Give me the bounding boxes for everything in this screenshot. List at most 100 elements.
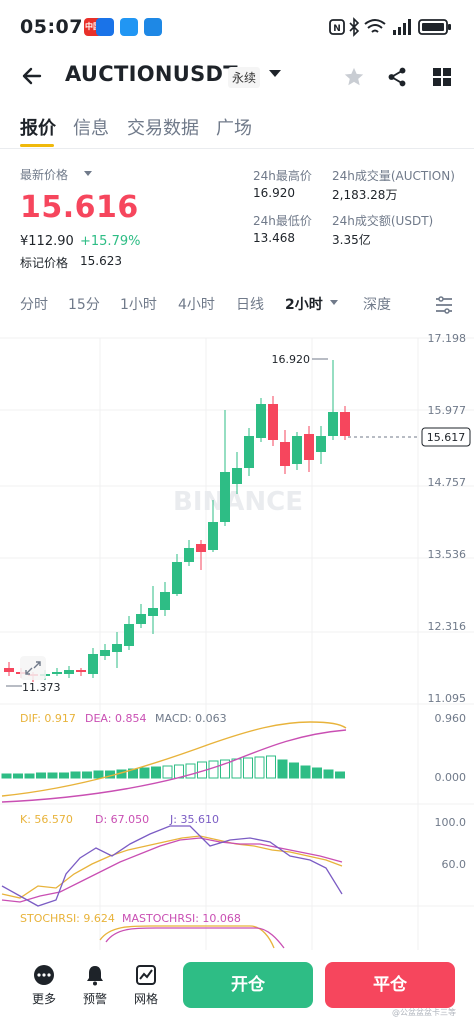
tab-square[interactable]: 广场 [216,118,252,139]
active-tab-indicator [20,144,54,147]
stochrsi-line [99,925,275,949]
macd-value-label: MACD: 0.063 [155,712,227,725]
fiat-price: ¥112.90 [20,234,74,249]
browser-app-icon [144,18,162,36]
macd-bar [289,762,299,779]
candle [244,436,254,468]
mastochrsi-line [105,927,285,949]
period-1h[interactable]: 1小时 [120,297,157,313]
kdj-k-label: K: 56.570 [20,813,73,826]
last-price: 15.616 [20,190,139,225]
period-2h[interactable]: 2小时 [285,297,323,313]
candle [172,562,182,594]
candle [148,608,158,616]
mark-price-label: 标记价格 [20,256,69,270]
macd-tick: 0.000 [435,771,467,784]
period-4h[interactable]: 4小时 [178,297,215,313]
bottom-action-bar: 更多 预警 网格 开仓 平仓 [0,950,474,1020]
period-dropdown-icon[interactable] [330,300,338,305]
kdj-d-label: D: 67.050 [95,813,149,826]
candle [232,468,242,484]
symbol-title[interactable]: AUCTIONUSDT [65,62,238,86]
candle [328,412,338,436]
candle [196,544,206,552]
grid-icon[interactable] [432,67,452,87]
macd-bar [93,770,104,779]
min-price-label: 11.373 [22,681,61,694]
candle [160,592,170,610]
kdj-legend: K: 56.570 D: 67.050 J: 35.610 100.0 60.0 [20,813,466,871]
svg-text:N: N [333,24,341,34]
candles [4,360,350,682]
current-price-label: 15.617 [427,431,466,444]
macd-bar [266,755,276,779]
more-label[interactable]: 更多 [31,992,56,1006]
macd-dea-line [1,729,347,803]
candle [208,522,218,550]
macd-dea-label: DEA: 0.854 [85,712,146,725]
candle [280,442,290,466]
kline-chart[interactable]: BINANCE 17.198 15.977 14.757 13.536 12.3… [0,326,474,950]
price-tick: 17.198 [428,332,467,345]
tab-trade-data[interactable]: 交易数据 [127,118,199,139]
max-price-label: 16.920 [272,353,311,366]
candle [268,404,278,440]
stochrsi-label: STOCHRSI: 9.624 [20,912,115,925]
chevron-down-icon[interactable] [269,70,281,77]
volume-label: 24h成交量(AUCTION) [332,169,455,183]
candle [52,672,62,674]
mastochrsi-label: MASTOCHRSI: 10.068 [122,912,241,925]
macd-bar [47,772,58,779]
chart-settings-icon[interactable] [434,296,454,314]
macd-bar [277,759,288,779]
period-bar: 分时 15分 1小时 4小时 日线 2小时 深度 [0,290,474,320]
price-tick: 11.095 [428,692,467,705]
main-tabs: 报价 信息 交易数据 广场 [0,108,474,148]
battery-icon [418,19,451,35]
price-tick: 15.977 [428,404,467,417]
back-arrow-icon[interactable] [20,64,44,88]
stochrsi-legend: STOCHRSI: 9.624 MASTOCHRSI: 10.068 [20,912,241,925]
candle [316,436,326,452]
macd-bar [70,771,81,779]
macd-bar [151,766,161,779]
macd-bar [243,757,253,779]
more-icon[interactable] [33,964,55,986]
period-depth[interactable]: 深度 [363,297,391,313]
macd-bar [174,764,184,779]
star-icon[interactable] [343,66,365,88]
candle [64,670,74,674]
user-watermark: @公盆盆盆卡三等 [392,1008,456,1017]
wifi-icon [364,19,386,33]
price-axis: 17.198 15.977 14.757 13.536 12.316 11.09… [428,332,467,705]
bell-icon[interactable] [84,964,106,986]
period-1d[interactable]: 日线 [236,297,264,313]
divider [0,148,474,149]
low-value: 13.468 [253,231,295,245]
grid-chart-icon[interactable] [135,964,157,986]
change-percent: +15.79% [80,234,141,249]
mark-price: 15.623 [80,254,122,268]
macd-dif-line [1,721,347,797]
share-icon[interactable] [386,66,408,88]
kdj-tick: 60.0 [442,858,467,871]
period-15m[interactable]: 15分 [68,297,100,313]
candle [292,436,302,464]
period-timeshare[interactable]: 分时 [20,297,48,313]
macd-bar [220,759,230,779]
macd-dif-label: DIF: 0.917 [20,712,76,725]
binance-watermark: BINANCE [173,487,303,517]
caret-down-icon[interactable] [84,171,92,176]
tab-quote[interactable]: 报价 [20,118,56,139]
tab-info[interactable]: 信息 [73,118,109,139]
expand-icon[interactable] [20,656,46,680]
grid-label[interactable]: 网格 [133,992,158,1006]
macd-bar [312,767,322,779]
open-position-button[interactable]: 开仓 [183,962,313,1008]
close-position-button[interactable]: 平仓 [325,962,455,1008]
macd-legend: DIF: 0.917 DEA: 0.854 MACD: 0.063 0.960 … [20,712,466,784]
candle [340,412,350,436]
low-label: 24h最低价 [253,214,312,228]
kdj-tick: 100.0 [435,816,467,829]
alert-label[interactable]: 预警 [82,992,107,1006]
